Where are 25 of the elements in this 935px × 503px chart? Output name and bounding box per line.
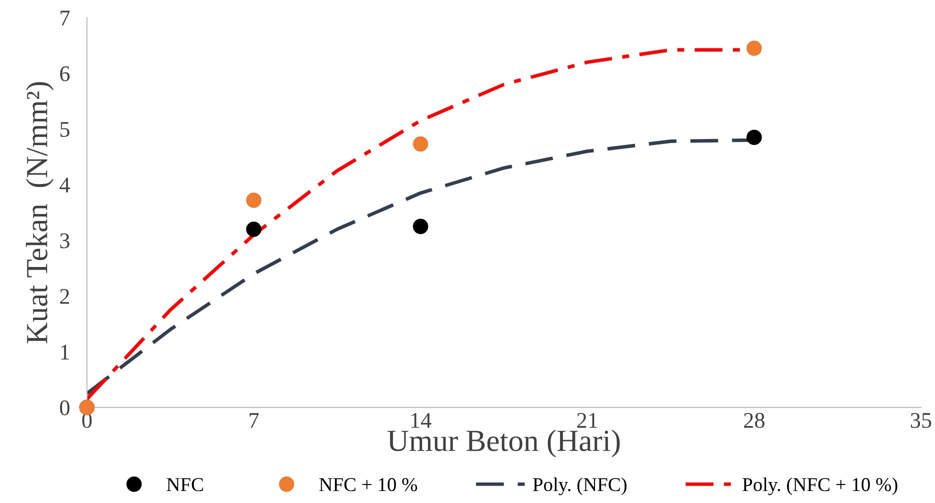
y-tick-label: 3: [60, 233, 70, 248]
y-tick-label: 1: [61, 344, 69, 360]
y-tick-label: 2: [60, 289, 70, 304]
x-tick-label: 28: [744, 412, 764, 428]
x-tick-label: 14: [411, 413, 432, 428]
y-tick-label: 0: [60, 400, 70, 416]
y-axis-title: Kuat Tekan (N/mm²): [26, 82, 54, 344]
y-tick-label: 5: [60, 122, 70, 137]
y-tick-label: 7: [60, 10, 70, 26]
y-tick-label: 6: [60, 66, 70, 82]
legend-label: NFC: [166, 478, 203, 492]
point: [412, 136, 428, 152]
y-tick-label: 4: [60, 178, 70, 192]
point: [246, 222, 262, 237]
point: [246, 192, 262, 208]
x-axis-title: Umur Beton (Hari): [388, 430, 620, 458]
x-tick-label: 7: [250, 413, 259, 428]
x-tick-label: 21: [577, 412, 598, 428]
legend-label: NFC + 10 %: [319, 478, 418, 492]
point: [746, 40, 762, 56]
legend-label: Poly. (NFC): [533, 477, 626, 496]
point: [746, 130, 762, 145]
x-tick-label: 35: [910, 412, 932, 428]
legend-label: Poly. (NFC + 10 %): [742, 477, 898, 496]
point: [412, 218, 428, 234]
